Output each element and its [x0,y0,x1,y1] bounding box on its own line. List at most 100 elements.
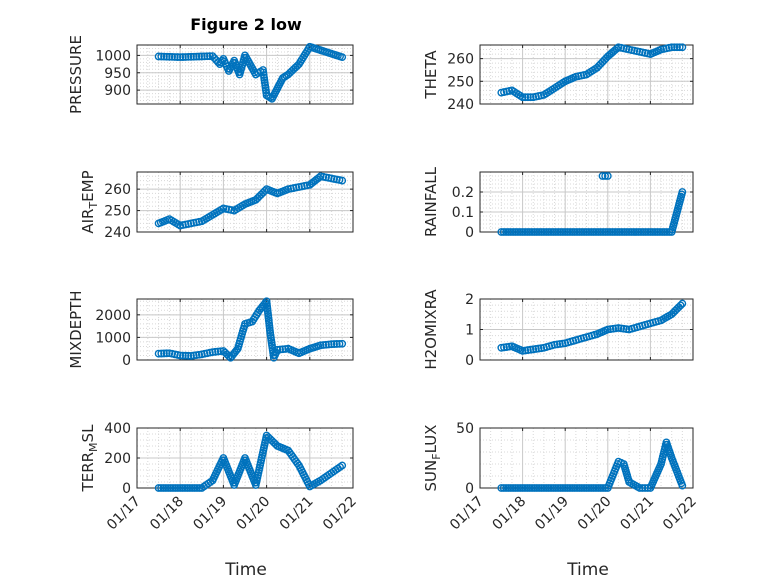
data-point [338,339,347,348]
data-point [518,228,527,236]
data-point [603,172,612,180]
data-point [185,484,194,492]
data-point [159,484,168,492]
x-tick-label: 01/20 [234,494,274,534]
data-point [170,53,179,61]
y-axis-label: MIXDEPTH [67,290,85,368]
data-point [338,176,347,185]
data-point [612,44,621,53]
y-axis-label: THETA [422,50,440,100]
data-point [324,340,333,349]
data-point [205,52,214,61]
data-point [200,52,209,61]
y-tick-label: 0 [465,225,474,241]
data-point [314,173,323,182]
y-tick-label: 900 [104,83,131,99]
data-point [161,484,170,492]
y-tick-label: 1 [465,323,474,339]
data-point [568,228,577,236]
data-point [335,339,344,348]
data-point [203,52,212,61]
data-point [608,228,617,236]
data-point [319,341,328,349]
data-point [157,52,166,61]
data-point [187,52,195,61]
y-tick-label: 0 [122,353,131,369]
data-point [160,52,168,61]
y-axis-label: H2OMIXRA [422,289,440,370]
data-point [178,484,187,492]
data-point [160,349,168,358]
data-point [573,484,581,492]
axes-box [479,44,694,105]
data-point [549,484,558,492]
data-point [523,484,532,492]
data-point [655,228,664,236]
x-tick-label: 01/17 [104,494,144,534]
data-point [599,228,607,236]
y-tick-label: 200 [104,451,131,467]
data-point [675,43,684,52]
data-point [638,484,647,492]
data-point [678,481,687,490]
data-point [176,351,185,360]
panel-rainfall: 0 0.1 0.2 RAINFALL [422,166,694,241]
data-point [521,93,530,102]
data-point [676,301,685,310]
y-tick-label: 1000 [95,48,131,64]
data-point [634,228,643,236]
y-tick-label: 0 [122,481,131,497]
data-point [178,351,187,360]
data-point [184,351,193,360]
data-point [504,228,513,236]
data-point [173,53,182,61]
y-tick-label: 2000 [95,308,131,324]
data-point [173,484,182,492]
data-point [224,352,233,360]
data-point [625,228,633,236]
data-point [192,52,201,61]
data-point [178,53,187,61]
data-point [499,228,508,236]
data-point [620,228,629,236]
data-point [573,228,581,236]
data-point [598,172,607,180]
data-point [667,43,676,52]
data-point [558,484,567,492]
data-point [154,484,163,492]
y-tick-label: 0.1 [452,205,474,221]
data-point [316,341,325,350]
axes-box [136,44,354,105]
data-point [281,345,290,353]
y-tick-label: 240 [447,97,474,113]
data-point [568,484,577,492]
data-point [532,484,541,492]
data-point [322,340,330,349]
data-point [195,52,204,61]
x-tick-label: 01/21 [617,494,657,534]
x-tick-label: 01/19 [190,494,230,534]
data-point [189,52,198,61]
axes-box [136,171,354,233]
x-tick-label: 01/21 [277,494,317,534]
y-axis-label: PRESSURE [67,35,85,114]
x-tick-label: 01/18 [490,494,530,534]
y-axis-label: AIRTEMP [79,170,100,233]
data-point [584,228,593,236]
data-point [670,43,679,52]
y-axis-label: RAINFALL [422,166,440,237]
data-point [157,349,166,358]
data-point [327,340,336,349]
data-point [584,484,593,492]
data-point [513,484,522,492]
data-point [176,53,185,62]
data-point [181,351,190,360]
data-point [162,349,171,358]
x-axis-label-left: Time [224,560,267,580]
x-tick-label: 01/20 [575,494,615,534]
